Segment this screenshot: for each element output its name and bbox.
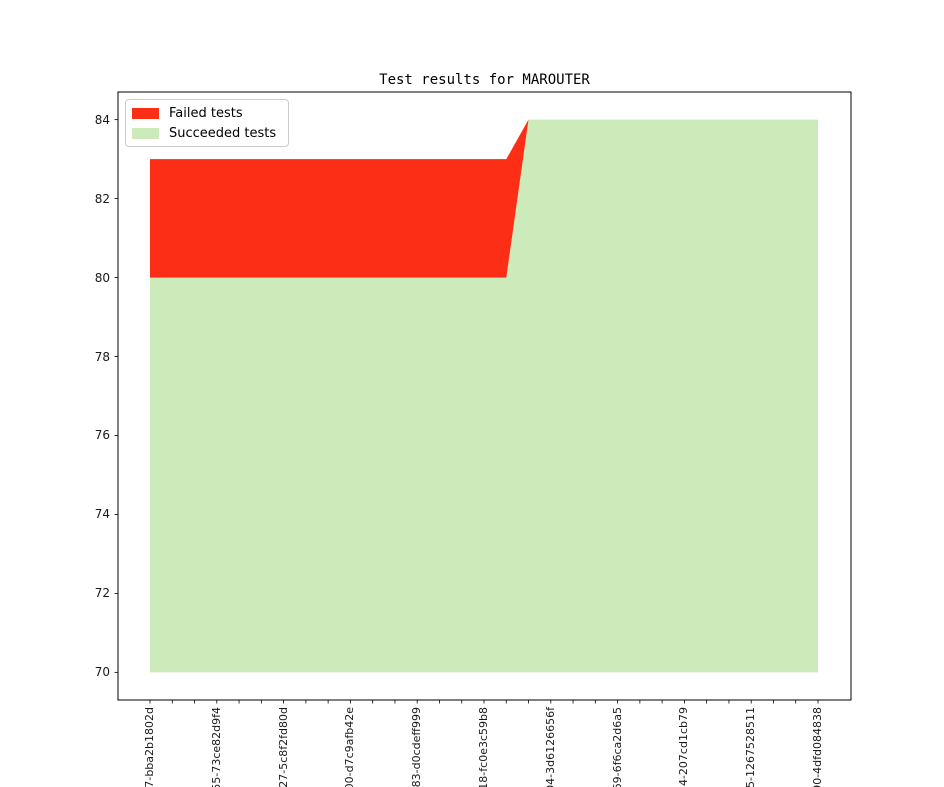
y-tick-label: 70 — [94, 665, 110, 680]
legend: Failed tests Succeeded tests — [125, 99, 290, 147]
y-tick-label: 72 — [94, 586, 110, 601]
y-tick-label: 78 — [94, 349, 110, 364]
failed-tests-area — [150, 119, 818, 278]
x-tick-label: 69-6f6ca2d6a5 — [610, 707, 624, 787]
y-tick-label: 82 — [94, 191, 110, 206]
y-tick-label: 84 — [94, 112, 110, 127]
x-tick-label: 04-3d6126656f — [543, 707, 557, 787]
chart-title: Test results for MAROUTER — [379, 72, 590, 88]
y-tick-label: 74 — [94, 507, 110, 522]
succeeded-tests-area — [150, 119, 818, 673]
x-tick-label: 07-bba2b1802d — [143, 707, 156, 787]
succeeded-tests-label: Succeeded tests — [169, 125, 277, 141]
failed-tests-swatch — [132, 107, 159, 119]
x-tick-label: 00-d7c9afb42e — [343, 707, 357, 787]
failed-tests-label: Failed tests — [169, 105, 243, 121]
x-tick-label: 083-d0cdeff999 — [410, 707, 424, 787]
x-tick-label: 327-5c8f2fd80d — [276, 707, 290, 787]
axes-frame — [117, 91, 852, 701]
y-tick-label: 80 — [94, 270, 110, 285]
x-tick-label: 18-fc0e3c59b8 — [477, 707, 490, 787]
x-tick-label: 35-1267528511 — [744, 707, 758, 787]
legend-item-failed: Failed tests — [132, 103, 276, 123]
succeeded-tests-swatch — [132, 127, 159, 139]
legend-item-succeeded: Succeeded tests — [132, 123, 276, 143]
y-tick-label: 76 — [94, 428, 110, 443]
x-tick-label: 74-207cd1cb79 — [677, 707, 691, 787]
x-tick-label: 55-73ce82d9f4 — [209, 707, 223, 787]
x-tick-label: 90-4dfd084838 — [811, 707, 824, 787]
